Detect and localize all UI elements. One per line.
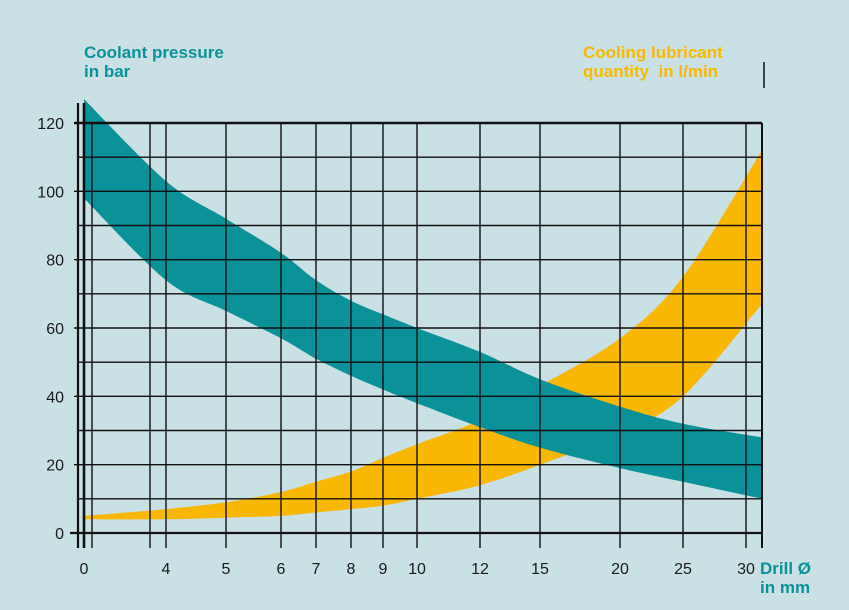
y-tick-label: 80 <box>46 253 64 270</box>
x-tick-label: 15 <box>531 561 549 578</box>
x-tick-label: 9 <box>379 561 388 578</box>
right-axis-title-line2: quantity in l/min <box>583 62 718 81</box>
y-tick-label: 120 <box>37 116 64 133</box>
x-tick-label: 5 <box>222 561 231 578</box>
x-tick-label: 12 <box>471 561 489 578</box>
coolant-pressure-band <box>84 99 762 499</box>
x-tick-label: 30 <box>737 561 755 578</box>
left-axis-title-line2: in bar <box>84 62 131 81</box>
y-tick-label: 20 <box>46 458 64 475</box>
y-tick-label: 60 <box>46 321 64 338</box>
x-tick-label: 20 <box>611 561 629 578</box>
x-axis-title-line1: Drill Ø <box>760 559 811 578</box>
x-tick-label: 4 <box>162 561 171 578</box>
right-axis-title-line1: Cooling lubricant <box>583 43 723 62</box>
y-tick-label: 40 <box>46 389 64 406</box>
x-tick-label: 25 <box>674 561 692 578</box>
x-tick-label: 10 <box>408 561 426 578</box>
y-tick-label: 0 <box>55 526 64 543</box>
x-tick-label: 8 <box>347 561 356 578</box>
x-tick-label: 6 <box>277 561 286 578</box>
x-axis-title-line2: in mm <box>760 578 810 597</box>
x-tick-label: 7 <box>312 561 321 578</box>
left-axis-title-line1: Coolant pressure <box>84 43 224 62</box>
x-tick-label: 0 <box>80 561 89 578</box>
y-tick-label: 100 <box>37 184 64 201</box>
